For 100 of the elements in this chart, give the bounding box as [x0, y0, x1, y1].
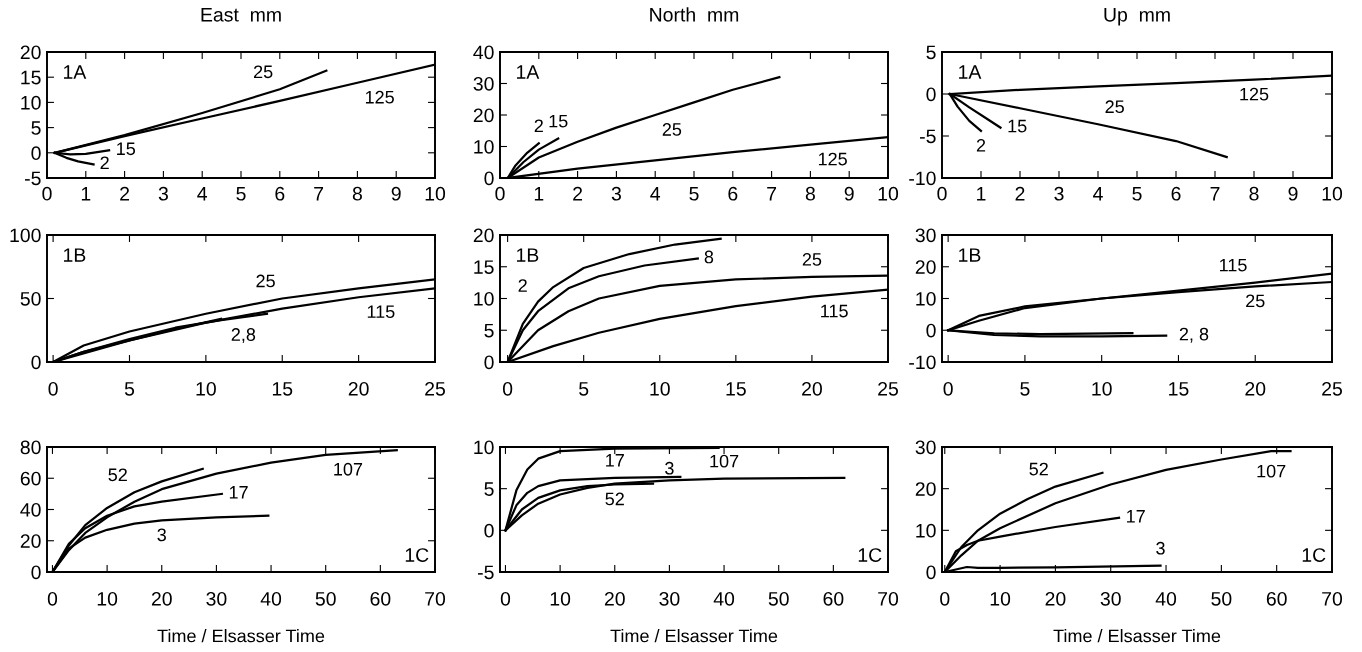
x-tick-label: 10 — [1322, 186, 1343, 201]
annotation: 2 — [534, 119, 543, 133]
x-tick-label: 5 — [689, 187, 699, 201]
y-tick-label: 20 — [915, 260, 936, 274]
x-tick-label: 6 — [728, 186, 738, 201]
annotation: 1C — [405, 548, 429, 562]
x-tick-label: 2 — [573, 186, 583, 201]
x-tick-label: 8 — [805, 186, 815, 201]
annotation: 2 — [976, 138, 986, 152]
x-axis-title: Time / Elsasser Time — [1053, 629, 1221, 643]
annotation: 3 — [1156, 541, 1165, 555]
y-tick-label: 15 — [474, 260, 494, 274]
annotation: 52 — [605, 492, 624, 506]
annotation: 25 — [1246, 294, 1265, 308]
x-tick-label: 6 — [275, 186, 285, 201]
x-tick-label: 9 — [1288, 186, 1298, 201]
x-tick-label: 0 — [943, 381, 953, 396]
x-tick-label: 10 — [196, 381, 216, 396]
annotation: 1A — [517, 65, 540, 79]
y-tick-label: 0 — [926, 323, 936, 338]
y-tick-label: 30 — [915, 228, 936, 243]
x-tick-label: 25 — [878, 381, 898, 396]
x-tick-label: 40 — [713, 591, 735, 606]
annotation: 107 — [334, 462, 363, 476]
y-tick-label: 5 — [484, 323, 494, 338]
x-tick-label: 5 — [1020, 382, 1030, 396]
y-tick-label: 15 — [21, 70, 41, 85]
x-tick-label: 7 — [767, 187, 777, 201]
chart-title: Up mm — [1104, 8, 1170, 26]
x-tick-label: 4 — [197, 187, 208, 201]
annotation: 15 — [1008, 119, 1027, 133]
x-tick-label: 15 — [272, 382, 293, 396]
x-tick-label: 0 — [42, 186, 52, 201]
x-tick-label: 50 — [1211, 591, 1232, 606]
y-tick-label: 0 — [31, 146, 41, 161]
y-tick-label: 0 — [926, 565, 936, 580]
annotation: 125 — [1240, 87, 1269, 101]
x-tick-label: 30 — [659, 591, 680, 606]
x-tick-label: 2 — [120, 186, 130, 201]
annotation: 1B — [959, 248, 981, 262]
annotation: 2, 8 — [1179, 327, 1209, 343]
y-tick-label: 0 — [484, 355, 494, 370]
x-tick-label: 7 — [1210, 187, 1220, 201]
x-tick-label: 10 — [990, 591, 1011, 606]
y-tick-label: 50 — [20, 291, 41, 306]
x-tick-label: 40 — [1155, 591, 1177, 606]
annotation: 1B — [64, 248, 86, 262]
x-axis-title: Time / Elsasser Time — [610, 629, 778, 643]
y-tick-label: 5 — [484, 482, 494, 496]
annotation: 115 — [367, 305, 395, 319]
y-tick-label: 20 — [20, 534, 41, 548]
x-tick-label: 30 — [206, 591, 227, 606]
x-tick-label: 1 — [81, 187, 91, 201]
x-tick-label: 4 — [1093, 187, 1103, 201]
x-tick-label: 5 — [579, 382, 589, 396]
y-tick-label: 10 — [474, 440, 494, 455]
y-tick-label: 60 — [20, 471, 41, 486]
y-tick-label: 10 — [21, 95, 41, 110]
y-tick-label: 10 — [474, 291, 494, 306]
x-tick-label: 10 — [550, 591, 571, 606]
x-tick-label: 20 — [604, 591, 625, 606]
x-tick-label: 20 — [348, 381, 369, 396]
x-tick-label: 10 — [425, 186, 446, 201]
annotation: 25 — [662, 123, 682, 136]
y-tick-label: -10 — [909, 355, 936, 370]
x-tick-label: 0 — [502, 381, 513, 396]
annotation: 25 — [256, 274, 275, 288]
y-tick-label: 40 — [20, 502, 41, 517]
y-tick-label: 30 — [473, 76, 494, 91]
y-tick-label: 0 — [926, 87, 936, 102]
x-tick-label: 15 — [726, 382, 746, 396]
y-tick-label: 0 — [484, 523, 494, 538]
annotation: 1C — [1302, 548, 1326, 562]
annotation: 107 — [710, 454, 739, 468]
x-tick-label: 9 — [391, 186, 401, 201]
y-tick-label: -10 — [909, 171, 936, 186]
y-tick-label: 20 — [915, 482, 936, 496]
chart-title: North mm — [650, 7, 739, 22]
annotation: 1A — [959, 65, 982, 79]
annotation: 125 — [365, 90, 394, 104]
annotation: 17 — [229, 486, 248, 499]
y-tick-label: 0 — [31, 355, 41, 370]
x-tick-label: 40 — [260, 591, 282, 606]
x-tick-label: 0 — [495, 186, 505, 201]
annotation: 3 — [157, 528, 166, 542]
x-tick-label: 10 — [878, 186, 899, 201]
annotation: 15 — [117, 142, 136, 156]
x-tick-label: 25 — [425, 381, 445, 396]
annotation: 8 — [704, 250, 714, 264]
annotation: 2,8 — [231, 328, 256, 344]
x-tick-label: 50 — [315, 591, 336, 606]
x-tick-label: 15 — [1169, 382, 1189, 396]
y-tick-label: 5 — [926, 45, 936, 60]
y-tick-label: 10 — [916, 291, 936, 306]
y-tick-label: -5 — [478, 565, 494, 580]
x-tick-label: 8 — [352, 186, 362, 201]
y-tick-label: -5 — [920, 129, 936, 144]
x-tick-label: 20 — [1045, 591, 1066, 606]
annotation: 1A — [64, 65, 87, 79]
chart-title: East mm — [201, 8, 281, 22]
